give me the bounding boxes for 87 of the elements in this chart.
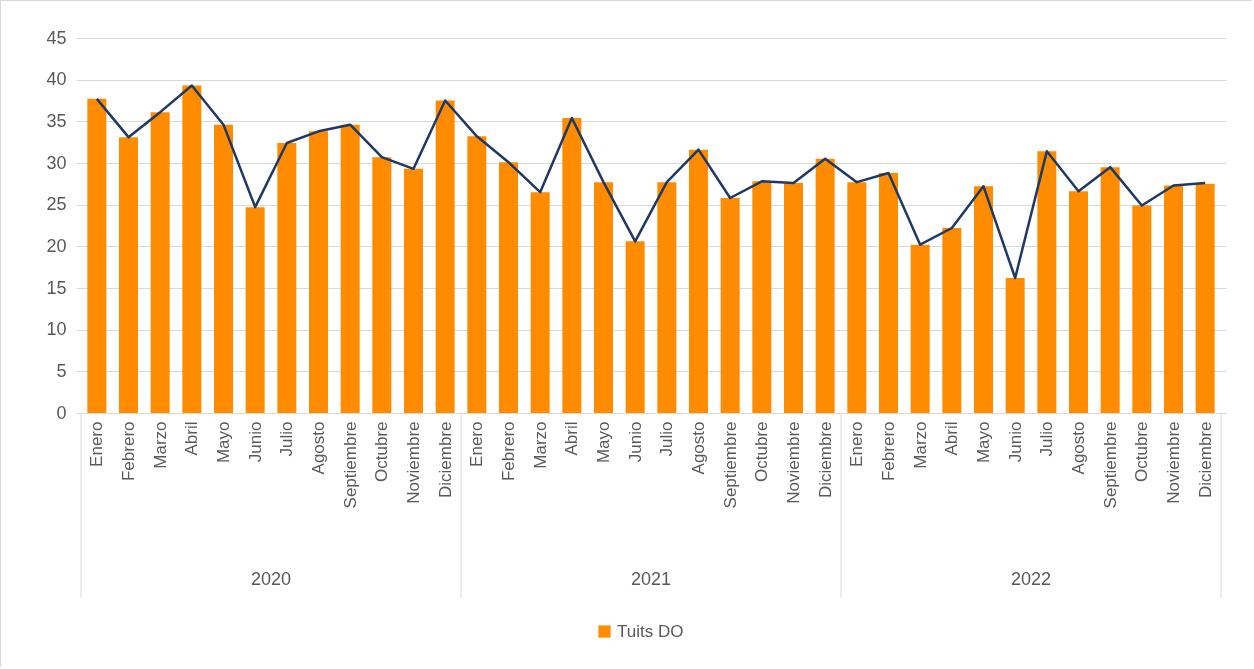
bar	[277, 143, 297, 413]
bar	[720, 198, 740, 413]
y-tick-label: 45	[46, 27, 67, 48]
x-tick-label: Agosto	[689, 421, 708, 475]
bar	[309, 131, 328, 413]
bar	[1132, 205, 1152, 413]
bar	[942, 228, 962, 413]
bar	[847, 182, 867, 413]
bar	[974, 186, 993, 413]
x-tick-label: Octubre	[1132, 421, 1152, 482]
x-tick-label: Noviembre	[1164, 421, 1183, 504]
bar	[562, 118, 582, 413]
x-tick-label: Febrero	[499, 421, 518, 482]
x-tick-label: Febrero	[879, 421, 898, 482]
bar	[752, 181, 772, 413]
x-tick-label: Septiembre	[720, 421, 740, 509]
bar	[1037, 151, 1057, 413]
y-tick-label: 5	[56, 360, 67, 381]
line-series	[95, 84, 1207, 280]
bar	[1069, 191, 1088, 413]
x-tick-label: Abril	[942, 421, 962, 456]
text: 2022	[1010, 569, 1052, 589]
bar	[87, 98, 107, 413]
bar	[625, 241, 645, 413]
x-tick-label: Junio	[625, 421, 645, 463]
x-tick-label: Agosto	[1069, 421, 1088, 475]
x-tick-label: Junio	[245, 421, 265, 463]
bar	[119, 137, 138, 413]
x-tick-label: Agosto	[309, 421, 328, 475]
bar	[689, 149, 708, 413]
x-tick-label: Septiembre	[340, 421, 360, 509]
bar	[594, 182, 613, 413]
y-tick-label: 20	[46, 235, 67, 256]
bar	[467, 136, 487, 413]
x-tick-label: Noviembre	[784, 421, 803, 504]
x-tick-label: Julio	[657, 421, 677, 457]
bar	[879, 173, 898, 413]
x-tick-label: Marzo	[530, 421, 550, 469]
x-tick-label: Enero	[847, 421, 867, 467]
bar	[150, 112, 170, 413]
text: 2020	[250, 569, 292, 589]
bar	[372, 157, 392, 413]
x-tick-label: Diciembre	[1195, 421, 1215, 499]
x-tick-label: Enero	[87, 421, 107, 467]
x-tick-label: Diciembre	[435, 421, 455, 499]
bar	[499, 162, 518, 413]
bar	[1195, 183, 1215, 413]
y-tick-label: 25	[46, 194, 67, 215]
x-tick-label: Julio	[1037, 421, 1057, 457]
x-tick-label: Mayo	[974, 421, 993, 464]
x-tick-label: Febrero	[119, 421, 138, 482]
bar	[245, 207, 265, 413]
x-tick-label: Junio	[1005, 421, 1025, 463]
text: 2021	[630, 569, 672, 589]
bar	[1164, 185, 1183, 413]
y-tick-label: 40	[46, 69, 67, 90]
x-tick-label: Julio	[277, 421, 297, 457]
y-tick-label: 0	[56, 402, 67, 423]
y-tick-label: 30	[46, 152, 67, 173]
x-tick-label: Abril	[182, 421, 202, 456]
y-tick-label: 10	[46, 319, 67, 340]
x-tick-label: Octubre	[752, 421, 772, 482]
x-tick-label: Mayo	[594, 421, 613, 464]
x-tick-label: Marzo	[150, 421, 170, 469]
x-tick-label: Mayo	[214, 421, 233, 464]
bar	[784, 183, 803, 413]
bar	[214, 124, 233, 413]
bar	[182, 85, 202, 413]
bar	[1100, 167, 1120, 413]
x-tick-label: Septiembre	[1100, 421, 1120, 509]
x-tick-label: Abril	[562, 421, 582, 456]
bar	[435, 100, 455, 413]
x-tick-label: Enero	[467, 421, 487, 467]
x-tick-label: Noviembre	[404, 421, 423, 504]
bar	[530, 192, 550, 413]
y-tick-label: 15	[46, 277, 67, 298]
y-tick-label: 35	[46, 110, 67, 131]
bar	[910, 244, 930, 413]
bar	[815, 158, 835, 413]
x-tick-label: Octubre	[372, 421, 392, 482]
bar	[657, 182, 677, 413]
x-tick-label: Marzo	[910, 421, 930, 469]
bar	[404, 168, 423, 413]
bar	[340, 124, 360, 413]
legend-label: Tuits DO	[617, 621, 684, 641]
bar	[1005, 278, 1025, 413]
x-tick-label: Diciembre	[815, 421, 835, 499]
